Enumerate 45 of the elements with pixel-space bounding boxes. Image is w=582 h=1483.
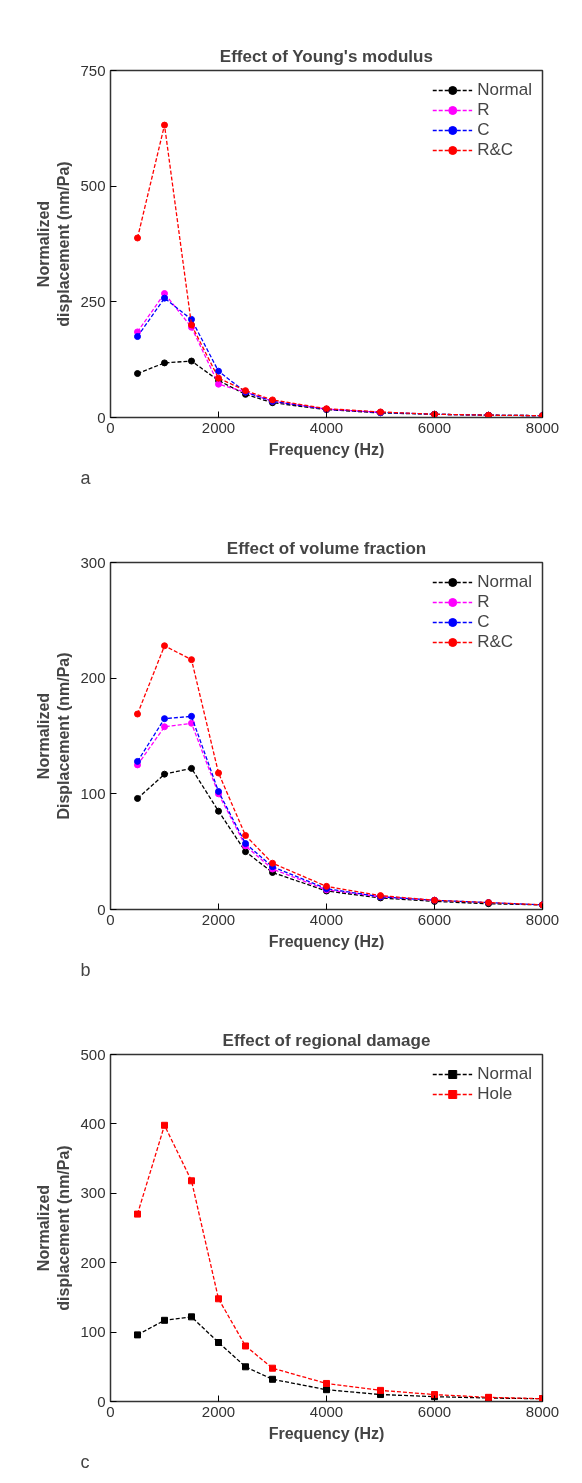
text: b [80,959,91,980]
legend-label: Normal [477,1064,532,1084]
legend-label: C [477,612,491,632]
y-tick-label: 100 [80,784,106,802]
y-tick-label: 500 [80,177,106,195]
y-tick-label: 500 [80,1045,106,1063]
x-tick-label: 2000 [201,910,236,928]
y-tick-label: 200 [80,1253,106,1271]
x-tick-label: 4000 [309,418,344,436]
x-tick-label: 8000 [525,418,560,436]
y-tick-label: 300 [80,1184,106,1202]
y-tick-label: 250 [80,292,106,310]
legend-label: Hole [477,1084,513,1104]
chart-title: Effect of regional damage [222,1030,431,1050]
x-tick-label: 6000 [417,910,452,928]
x-tick-label: 8000 [525,1402,560,1420]
legend-label: Normal [477,572,532,592]
y-tick-label: 400 [80,1114,106,1132]
x-axis-title: Frequency (Hz) [268,1424,385,1442]
legend-label: Normal [477,80,532,100]
y-tick-label: 200 [80,669,106,687]
x-tick-label: 4000 [309,1402,344,1420]
legend-label: R [477,100,491,120]
legend-label: C [477,120,491,140]
y-axis-title: Normalized Displacement (nm/Pa) [35,652,73,820]
chart-title: Effect of volume fraction [226,538,427,558]
y-tick-label: 300 [80,553,106,571]
legend-label: R [477,592,491,612]
y-axis-title: Normalized displacement (nm/Pa) [35,161,73,327]
x-tick-label: 6000 [417,1402,452,1420]
legend-label: R&C [477,140,514,160]
x-tick-label: 8000 [525,910,560,928]
text: a [80,467,92,488]
y-tick-label: 100 [80,1323,106,1341]
x-axis-title: Frequency (Hz) [268,932,385,950]
x-tick-label: 6000 [417,418,452,436]
x-axis-title: Frequency (Hz) [268,440,385,458]
x-tick-label: 2000 [201,1402,236,1420]
y-axis-title: Normalized displacement (nm/Pa) [35,1145,73,1311]
legend-label: R&C [477,632,514,652]
x-tick-label: 4000 [309,910,344,928]
x-tick-label: 2000 [201,418,236,436]
y-tick-label: 750 [80,61,106,79]
text: c [80,1451,90,1472]
chart-title: Effect of Young's modulus [219,46,433,66]
